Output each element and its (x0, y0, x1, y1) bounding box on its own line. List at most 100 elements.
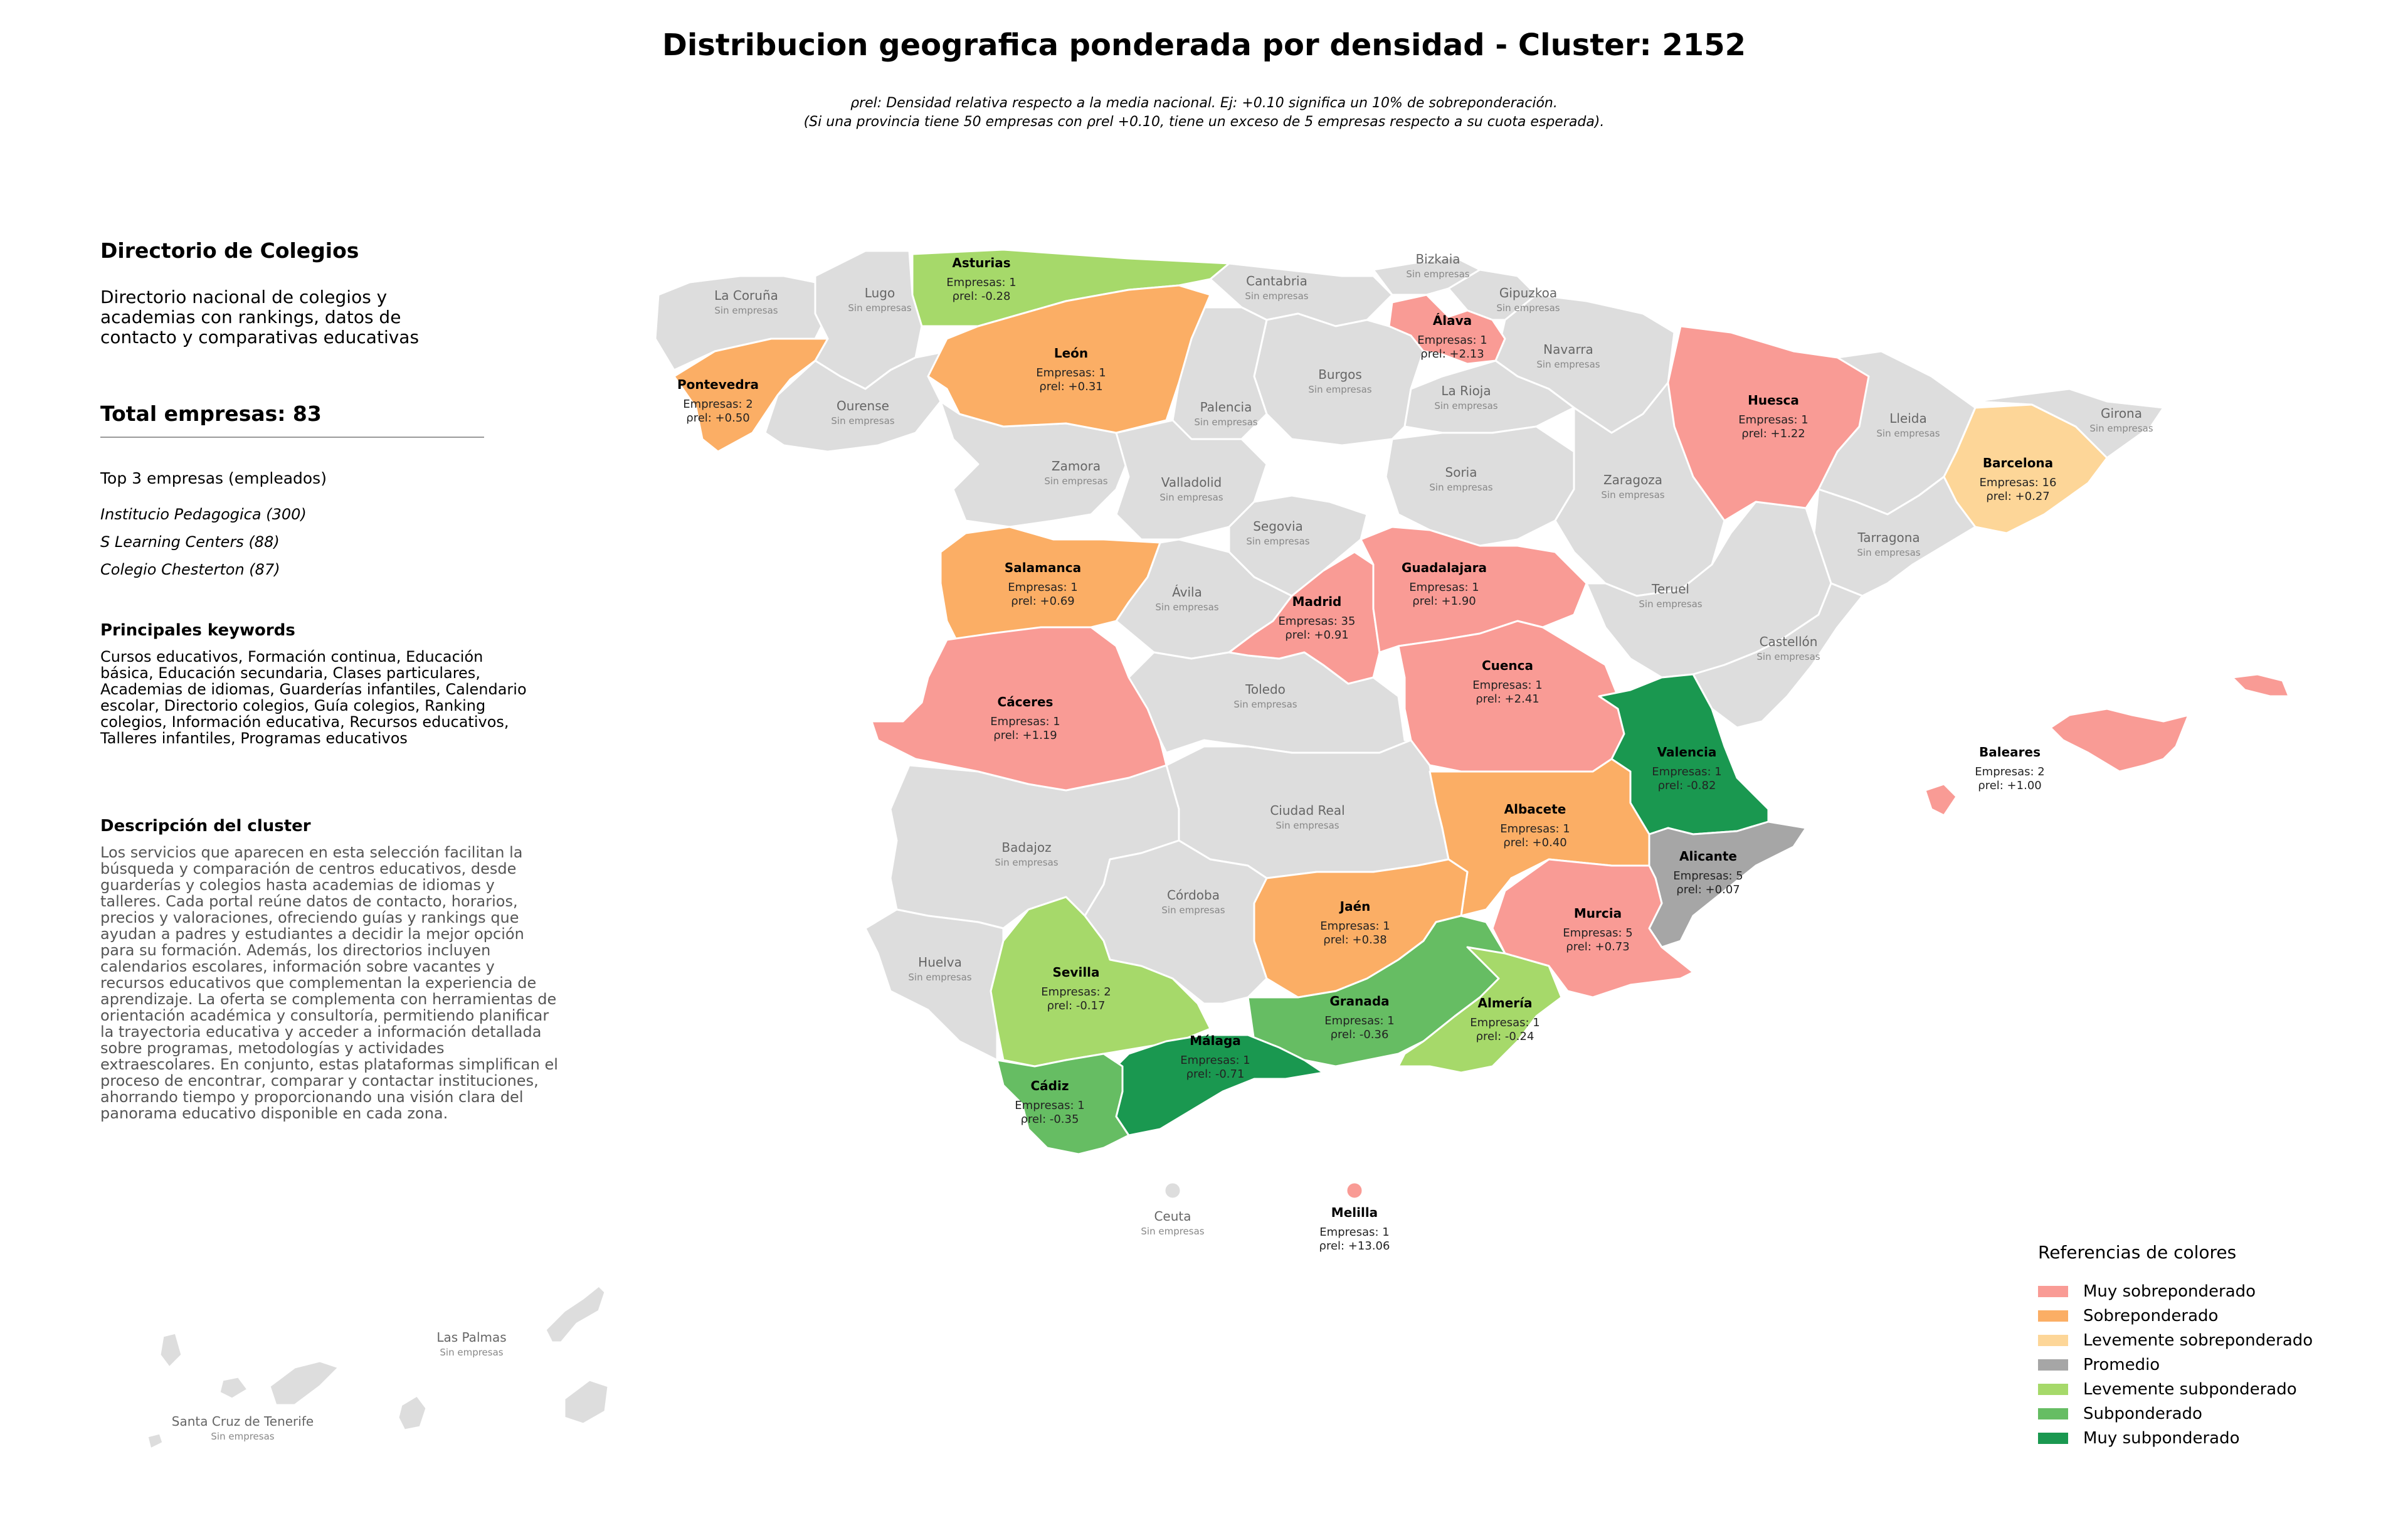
province-salamanca (939, 526, 1161, 654)
label-cantabria: Cantabria (1246, 273, 1307, 289)
label-cuenca-rho: ρrel: +2.41 (1476, 692, 1539, 706)
province-cadiz (996, 1053, 1130, 1155)
top-company-3: Colegio Chesterton (87) (100, 561, 280, 578)
total-companies: Total empresas: 83 (100, 401, 322, 426)
legend-label: Subponderado (2083, 1404, 2202, 1423)
legend-swatch (2038, 1408, 2068, 1419)
divider (100, 437, 484, 438)
label-la-coruna-sin-empresas: Sin empresas (714, 305, 778, 316)
label-la-rioja: La Rioja (1441, 383, 1491, 398)
province-gipuzkoa (1447, 268, 1538, 321)
label-las-palmas: Las Palmas (436, 1330, 506, 1345)
label-pontevedra: Pontevedra (677, 377, 759, 392)
map-title: Distribucion geografica ponderada por de… (662, 28, 1746, 63)
label-sevilla-rho: ρrel: -0.17 (1047, 999, 1106, 1012)
top-company-2: S Learning Centers (88) (100, 533, 280, 551)
label-albacete-rho: ρrel: +0.40 (1503, 836, 1566, 849)
label-castellon: Castellón (1760, 634, 1818, 649)
label-avila-sin-empresas: Sin empresas (1155, 602, 1218, 613)
label-asturias-empresas: Empresas: 1 (946, 276, 1016, 289)
legend-swatch (2038, 1359, 2068, 1371)
label-albacete: Albacete (1504, 802, 1566, 817)
panel-heading: Directorio de Colegios (100, 238, 359, 263)
label-burgos-sin-empresas: Sin empresas (1308, 384, 1371, 395)
label-cantabria-sin-empresas: Sin empresas (1245, 290, 1308, 302)
legend-item: Levemente sobreponderado (2038, 1328, 2389, 1352)
label-alicante: Alicante (1679, 849, 1737, 864)
label-almeria-rho: ρrel: -0.24 (1476, 1030, 1534, 1043)
label-segovia-sin-empresas: Sin empresas (1246, 536, 1309, 547)
label-barcelona: Barcelona (1983, 455, 2053, 470)
label-cordoba-sin-empresas: Sin empresas (1161, 905, 1225, 916)
label-valencia-rho: ρrel: -0.82 (1658, 779, 1716, 792)
province-santa-cruz-de-tenerife-2 (218, 1376, 249, 1400)
label-leon: León (1054, 346, 1088, 361)
map-subtitle: ρrel: Densidad relativa respecto a la me… (0, 94, 2408, 132)
label-asturias-rho: ρrel: -0.28 (953, 290, 1011, 303)
legend-swatch (2038, 1310, 2068, 1322)
label-huesca-rho: ρrel: +1.22 (1741, 427, 1805, 440)
label-navarra-sin-empresas: Sin empresas (1536, 359, 1600, 370)
label-valladolid: Valladolid (1161, 475, 1222, 490)
legend-item: Muy sobreponderado (2038, 1279, 2389, 1303)
cluster-description: Los servicios que aparecen en esta selec… (100, 844, 558, 1122)
label-madrid: Madrid (1292, 594, 1342, 609)
label-palencia: Palencia (1200, 400, 1252, 415)
label-murcia-rho: ρrel: +0.73 (1566, 940, 1629, 953)
label-caceres-empresas: Empresas: 1 (990, 715, 1060, 728)
top-company-1: Institucio Pedagogica (300) (100, 506, 307, 523)
label-girona-sin-empresas: Sin empresas (2089, 423, 2153, 434)
label-lugo-sin-empresas: Sin empresas (848, 302, 911, 314)
label-baleares-rho: ρrel: +1.00 (1978, 779, 2041, 792)
label-lugo: Lugo (865, 285, 895, 300)
label-huesca-empresas: Empresas: 1 (1738, 413, 1808, 427)
label-leon-rho: ρrel: +0.31 (1039, 380, 1102, 393)
province-leon (927, 284, 1212, 434)
color-legend: Referencias de colores Muy sobreponderad… (2038, 1242, 2389, 1450)
label-barcelona-empresas: Empresas: 16 (1980, 476, 2057, 489)
label-zamora-sin-empresas: Sin empresas (1044, 475, 1107, 487)
label-cuenca: Cuenca (1482, 658, 1533, 673)
label-huelva-sin-empresas: Sin empresas (908, 972, 971, 983)
label-huelva: Huelva (918, 955, 962, 970)
label-soria-sin-empresas: Sin empresas (1429, 482, 1492, 493)
label-gipuzkoa: Gipuzkoa (1499, 285, 1557, 300)
label-palencia-sin-empresas: Sin empresas (1194, 416, 1257, 428)
label-ceuta-sin-empresas: Sin empresas (1141, 1226, 1204, 1237)
label-girona: Girona (2101, 406, 2142, 421)
top-companies-heading: Top 3 empresas (empleados) (100, 469, 327, 487)
label-melilla-rho: ρrel: +13.06 (1319, 1239, 1390, 1253)
label-guadalajara: Guadalajara (1402, 560, 1487, 575)
legend-label: Muy sobreponderado (2083, 1281, 2256, 1301)
label-santa-cruz-de-tenerife: Santa Cruz de Tenerife (172, 1414, 314, 1429)
label-teruel-sin-empresas: Sin empresas (1639, 598, 1702, 610)
label-badajoz-sin-empresas: Sin empresas (995, 857, 1058, 868)
label-sevilla: Sevilla (1052, 965, 1099, 980)
province-ceuta-marker (1163, 1181, 1182, 1200)
panel-description: Directorio nacional de colegios y academ… (100, 287, 420, 348)
label-malaga-rho: ρrel: -0.71 (1186, 1068, 1245, 1081)
label-badajoz: Badajoz (1001, 840, 1051, 855)
label-madrid-rho: ρrel: +0.91 (1285, 629, 1348, 642)
legend-item: Levemente subponderado (2038, 1377, 2389, 1401)
label-cadiz-rho: ρrel: -0.35 (1021, 1113, 1079, 1126)
province-baleares-2 (2231, 673, 2290, 698)
province-las-palmas-2 (563, 1379, 610, 1425)
province-madrid (1228, 551, 1381, 685)
label-granada-empresas: Empresas: 1 (1324, 1014, 1394, 1027)
label-malaga: Málaga (1190, 1033, 1241, 1048)
label-melilla: Melilla (1331, 1205, 1378, 1220)
label-cadiz-empresas: Empresas: 1 (1015, 1099, 1084, 1112)
legend-label: Promedio (2083, 1355, 2160, 1374)
label-salamanca-rho: ρrel: +0.69 (1011, 595, 1074, 608)
label-ceuta: Ceuta (1154, 1209, 1191, 1224)
province-santa-cruz-de-tenerife-3 (159, 1332, 183, 1369)
label-salamanca: Salamanca (1005, 560, 1081, 575)
label-pontevedra-empresas: Empresas: 2 (683, 398, 752, 411)
legend-label: Levemente sobreponderado (2083, 1330, 2313, 1350)
label-cordoba: Córdoba (1167, 888, 1220, 903)
label-gipuzkoa-sin-empresas: Sin empresas (1496, 302, 1560, 314)
label-barcelona-rho: ρrel: +0.27 (1986, 490, 2049, 503)
label-valencia-empresas: Empresas: 1 (1652, 765, 1721, 778)
label-las-palmas-sin-empresas: Sin empresas (440, 1347, 503, 1358)
